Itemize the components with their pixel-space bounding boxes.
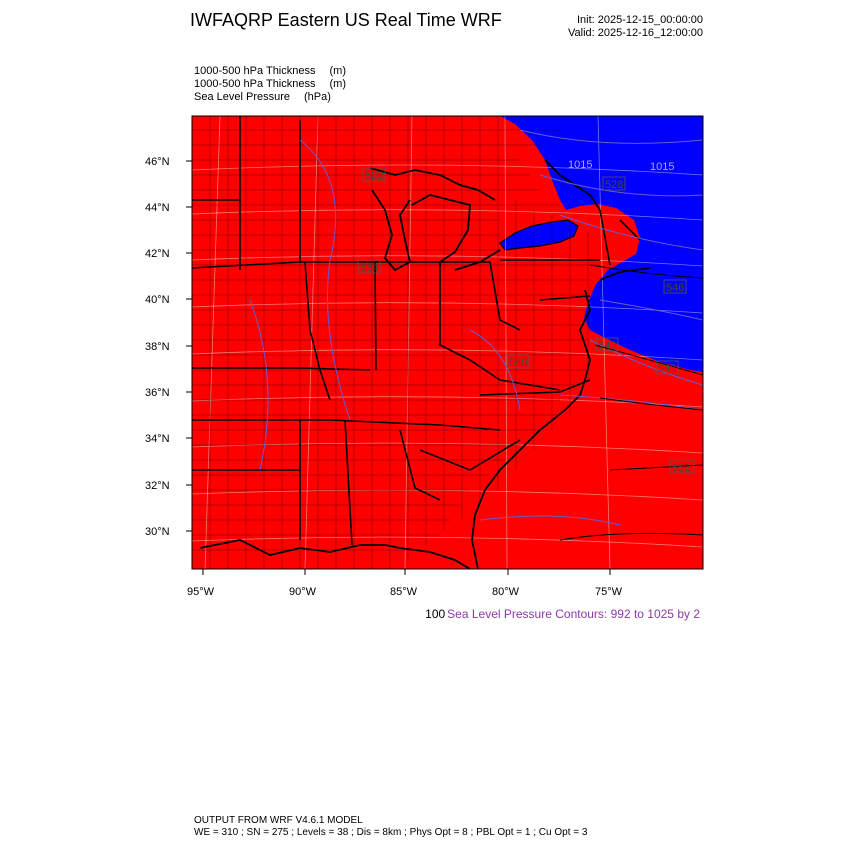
lat-label: 32°N <box>145 480 170 492</box>
lat-label: 42°N <box>145 248 170 260</box>
contour-label: 546 <box>666 282 684 294</box>
contour-labels: 522 534 540 546 552 1015 1015 528 546 54… <box>357 159 695 474</box>
lon-label: 90°W <box>289 586 317 598</box>
lon-label: 75°W <box>595 586 623 598</box>
lon-label: 85°W <box>390 586 418 598</box>
lat-label: 34°N <box>145 433 170 445</box>
contour-label: 1015 <box>568 159 592 171</box>
field-label-slp: Sea Level Pressure (hPa) <box>194 91 331 103</box>
contour-label: 540 <box>509 357 527 369</box>
valid-time: Valid: 2025-12-16_12:00:00 <box>568 27 703 39</box>
latitude-ticks <box>186 160 192 532</box>
contour-label: 552 <box>672 462 690 474</box>
legend-number: 100 <box>425 607 446 621</box>
contour-label: 540 <box>598 340 616 352</box>
field-unit: (m) <box>329 65 347 77</box>
lon-label: 80°W <box>492 586 520 598</box>
field-label-thickness-2: 1000-500 hPa Thickness (m) <box>194 78 346 90</box>
footer-model: OUTPUT FROM WRF V4.6.1 MODEL <box>194 815 363 826</box>
map-title: IWFAQRP Eastern US Real Time WRF <box>190 10 502 30</box>
county-boundaries <box>192 116 600 569</box>
field-unit: (m) <box>329 78 347 90</box>
field-name: Sea Level Pressure <box>194 91 290 103</box>
legend-text: Sea Level Pressure Contours: 992 to 1025… <box>447 607 700 621</box>
field-name: 1000-500 hPa Thickness <box>194 65 316 77</box>
field-label-thickness-1: 1000-500 hPa Thickness (m) <box>194 65 346 77</box>
field-name: 1000-500 hPa Thickness <box>194 78 316 90</box>
graticule <box>192 116 703 569</box>
field-unit: (hPa) <box>304 91 331 103</box>
lon-label: 95°W <box>187 586 215 598</box>
contour-label: 1015 <box>650 161 674 173</box>
lat-label: 40°N <box>145 294 170 306</box>
thickness-fill-cold <box>500 116 703 372</box>
contour-label: 528 <box>605 179 623 191</box>
lat-label: 38°N <box>145 341 170 353</box>
lake-ontario <box>499 219 579 251</box>
thickness-contours <box>559 264 703 541</box>
lat-label: 46°N <box>145 156 170 168</box>
footer-config: WE = 310 ; SN = 275 ; Levels = 38 ; Dis … <box>194 827 588 838</box>
lat-label: 30°N <box>145 526 170 538</box>
longitude-ticks <box>202 569 611 575</box>
contour-legend: 100 Sea Level Pressure Contours: 992 to 1… <box>425 607 700 621</box>
contour-label: 534 <box>360 262 378 274</box>
map-frame <box>191 115 704 570</box>
pressure-contours <box>249 129 703 526</box>
state-boundaries <box>192 116 641 546</box>
contour-label: 522 <box>365 170 383 182</box>
lat-label: 36°N <box>145 387 170 399</box>
contour-label: 546 <box>658 363 676 375</box>
lat-label: 44°N <box>145 202 170 214</box>
init-time: Init: 2025-12-15_00:00:00 <box>577 14 703 26</box>
coastlines <box>199 159 651 569</box>
